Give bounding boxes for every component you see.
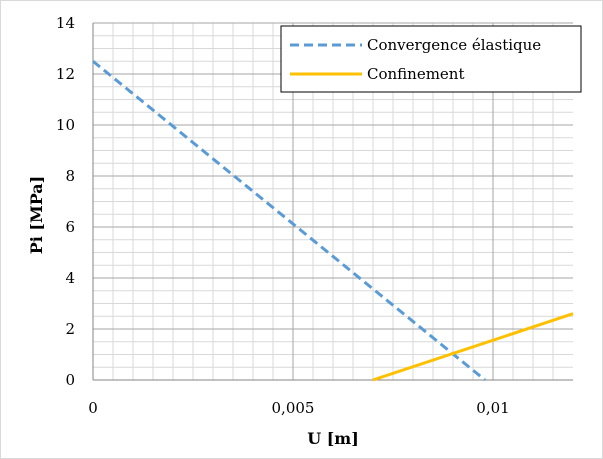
x-axis-title: U [m] xyxy=(307,429,359,448)
x-tick-label: 0,01 xyxy=(476,399,509,417)
legend-label-confinement: Confinement xyxy=(367,65,465,83)
series-line-confinement xyxy=(372,312,574,382)
x-tick-label: 0 xyxy=(88,399,98,417)
tick-labels: 0 2 4 6 8 10 12 14 0 0,005 0,01 xyxy=(56,14,510,417)
series-line-convergence xyxy=(92,60,486,382)
y-tick-label: 4 xyxy=(65,269,75,287)
legend-label-convergence: Convergence élastique xyxy=(367,36,541,54)
y-tick-label: 14 xyxy=(56,14,75,32)
y-tick-label: 10 xyxy=(56,116,75,134)
y-axis-title: Pi [MPa] xyxy=(27,176,46,255)
y-tick-label: 12 xyxy=(56,65,75,83)
y-tick-label: 2 xyxy=(65,320,75,338)
series xyxy=(92,60,574,382)
y-tick-label: 0 xyxy=(65,371,75,389)
legend: Convergence élastique Confinement xyxy=(280,25,582,93)
y-tick-label: 6 xyxy=(65,218,75,236)
axes xyxy=(92,23,573,381)
y-tick-label: 8 xyxy=(65,167,75,185)
grid xyxy=(93,22,573,380)
legend-box xyxy=(280,25,582,93)
x-tick-label: 0,005 xyxy=(272,399,315,417)
